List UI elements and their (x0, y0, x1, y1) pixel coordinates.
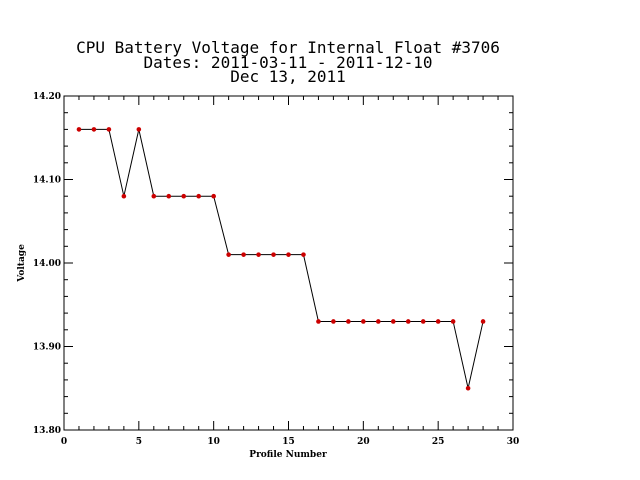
y-tick-label: 14.20 (33, 92, 61, 102)
data-point (450, 319, 456, 324)
data-point (390, 319, 396, 324)
x-tick-label: 30 (507, 437, 520, 447)
data-point (465, 385, 471, 391)
data-point (196, 193, 201, 199)
data-point (91, 127, 97, 132)
data-point (226, 252, 231, 257)
data-point (136, 127, 142, 132)
x-tick-label: 20 (357, 437, 370, 447)
data-point (376, 319, 381, 324)
chart-title-line-3: Dec 13, 2011 (230, 67, 346, 86)
chart-title-line-2: Dates: 2011-03-11 - 2011-12-10 (144, 53, 433, 72)
data-point (271, 252, 276, 257)
data-point (316, 319, 321, 324)
y-tick-label: 14.00 (33, 259, 61, 269)
axis-tick-labels: 0 5 10 15 20 25 30 13.80 13.90 14.00 14.10 14.20 (33, 92, 519, 447)
data-point (405, 319, 411, 324)
y-tick-label: 13.90 (33, 343, 61, 353)
data-point (480, 319, 486, 324)
y-tick-label: 13.80 (33, 426, 61, 436)
x-tick-label: 15 (282, 437, 295, 447)
x-tick-label: 0 (61, 437, 67, 447)
data-point (420, 319, 426, 324)
data-point (151, 193, 157, 199)
axis-ticks (63, 95, 514, 431)
data-point (241, 252, 246, 257)
data-point (301, 252, 306, 257)
data-point (361, 319, 366, 324)
data-point (286, 252, 291, 257)
data-point (435, 319, 441, 324)
x-tick-label: 25 (432, 437, 445, 447)
y-axis-label: Voltage (17, 244, 27, 283)
series-voltage (76, 127, 486, 391)
data-point (181, 193, 187, 199)
data-point (106, 127, 112, 132)
x-tick-label: 5 (136, 437, 142, 447)
x-tick-label: 10 (207, 437, 220, 447)
data-point (211, 193, 216, 199)
x-axis-label: Profile Number (249, 450, 327, 460)
data-point (256, 252, 261, 257)
data-point (346, 319, 351, 324)
data-point (166, 193, 172, 199)
data-point (121, 193, 127, 199)
series-line (78, 128, 484, 389)
y-tick-label: 14.10 (33, 176, 61, 186)
data-point (76, 127, 82, 132)
chart-title-line-1: CPU Battery Voltage for Internal Float #… (76, 38, 500, 57)
data-point (331, 319, 336, 324)
plot-frame (63, 95, 514, 431)
